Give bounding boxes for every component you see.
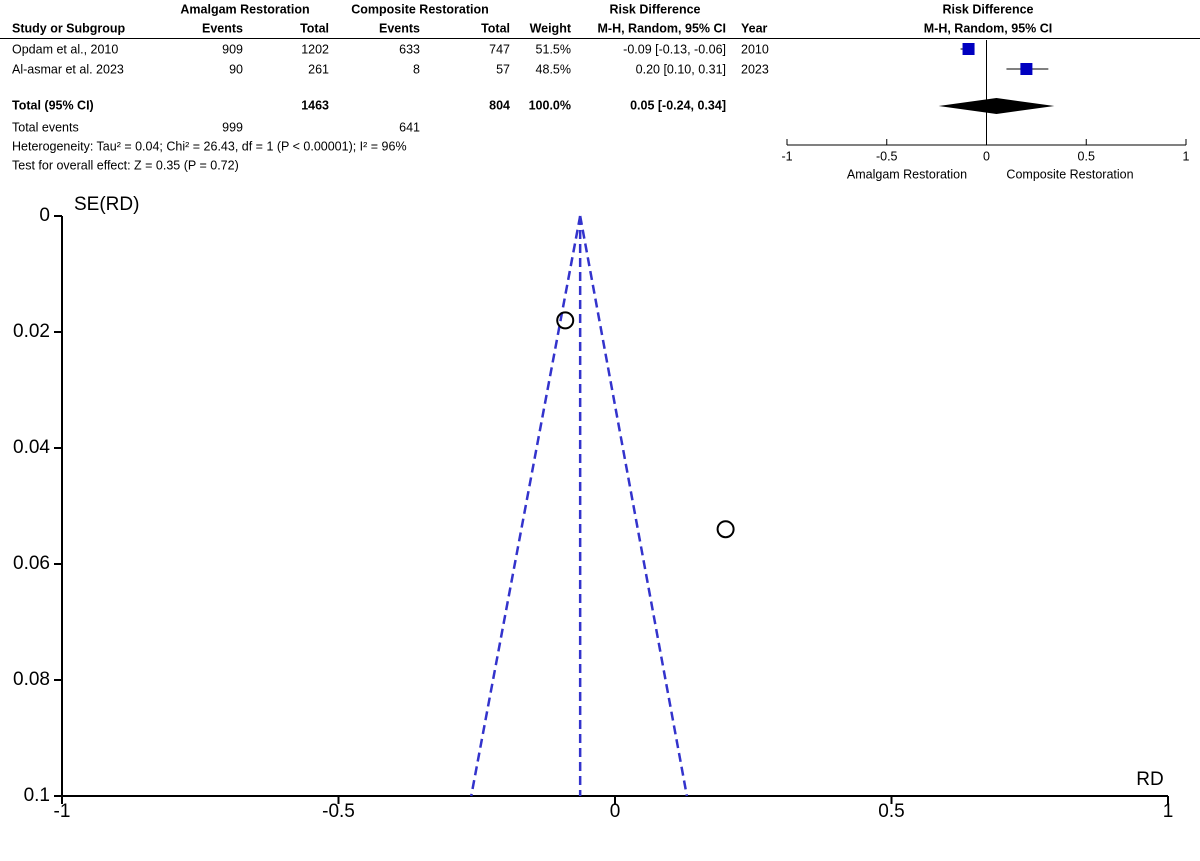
y-tick-label: 0.1 xyxy=(24,785,50,806)
forest-tick-label: 0 xyxy=(983,149,990,163)
table-cell: 2010 xyxy=(741,42,769,56)
x-tick-label: -0.5 xyxy=(322,801,355,822)
column-header: Year xyxy=(741,21,768,35)
forest-tick-label: -0.5 xyxy=(876,149,898,163)
table-cell: 261 xyxy=(308,62,329,76)
total-events-label: Total events xyxy=(12,120,79,134)
heterogeneity: Heterogeneity: Tau² = 0.04; Chi² = 26.43… xyxy=(12,139,407,153)
table-cell: 51.5% xyxy=(536,42,571,56)
x-tick-label: -1 xyxy=(54,801,71,822)
forest-axis-label: Amalgam Restoration xyxy=(847,167,967,181)
column-header: Events xyxy=(202,21,243,35)
column-header: Events xyxy=(379,21,420,35)
header-group: Composite Restoration xyxy=(351,2,489,16)
table-cell: 57 xyxy=(496,62,510,76)
forest-tick-label: 1 xyxy=(1183,149,1190,163)
y-tick-label: 0.08 xyxy=(13,669,50,690)
table-cell: 2023 xyxy=(741,62,769,76)
forest-axis-label: Composite Restoration xyxy=(1006,167,1133,181)
y-tick-label: 0.02 xyxy=(13,321,50,342)
table-cell: 909 xyxy=(222,42,243,56)
total-diamond xyxy=(938,98,1055,114)
forest-tick-label: -1 xyxy=(781,149,792,163)
header-group: Risk Difference xyxy=(609,2,700,16)
table-cell: -0.09 [-0.13, -0.06] xyxy=(623,42,726,56)
table-cell: 747 xyxy=(489,42,510,56)
total-cell: 804 xyxy=(489,98,510,112)
header-group: Amalgam Restoration xyxy=(180,2,309,16)
y-tick-label: 0.04 xyxy=(13,437,50,458)
y-axis-label: SE(RD) xyxy=(74,194,139,215)
x-tick-label: 0 xyxy=(610,801,621,822)
column-header: Total xyxy=(300,21,329,35)
forest-tick-label: 0.5 xyxy=(1078,149,1095,163)
funnel-limit xyxy=(578,215,689,797)
column-header: Study or Subgroup xyxy=(12,21,126,35)
table-cell: Al-asmar et al. 2023 xyxy=(12,62,124,76)
table-cell: 633 xyxy=(399,42,420,56)
total-cell: 1463 xyxy=(301,98,329,112)
table-cell: 8 xyxy=(413,62,420,76)
column-header: Weight xyxy=(530,21,572,35)
y-tick-label: 0.06 xyxy=(13,553,50,574)
table-cell: 90 xyxy=(229,62,243,76)
x-axis-label: RD xyxy=(1136,769,1163,790)
total-cell: 0.05 [-0.24, 0.34] xyxy=(630,98,726,112)
study-square xyxy=(962,43,975,55)
x-tick-label: 1 xyxy=(1163,801,1174,822)
column-header: Total xyxy=(481,21,510,35)
study-point xyxy=(716,520,735,539)
funnel-limit xyxy=(469,215,582,797)
study-square xyxy=(1020,63,1033,75)
table-cell: Opdam et al., 2010 xyxy=(12,42,118,56)
total-events-cell: 641 xyxy=(399,120,420,134)
table-cell: 48.5% xyxy=(536,62,571,76)
table-cell: 1202 xyxy=(301,42,329,56)
header-group: Risk Difference xyxy=(942,2,1033,16)
total-label: Total (95% CI) xyxy=(12,98,94,112)
column-header: M-H, Random, 95% CI xyxy=(924,21,1053,35)
total-events-cell: 999 xyxy=(222,120,243,134)
overall-effect: Test for overall effect: Z = 0.35 (P = 0… xyxy=(12,158,239,172)
y-tick-label: 0 xyxy=(39,205,50,226)
x-tick-label: 0.5 xyxy=(878,801,904,822)
total-cell: 100.0% xyxy=(529,98,571,112)
study-point xyxy=(556,311,575,330)
column-header: M-H, Random, 95% CI xyxy=(598,21,727,35)
table-cell: 0.20 [0.10, 0.31] xyxy=(636,62,726,76)
